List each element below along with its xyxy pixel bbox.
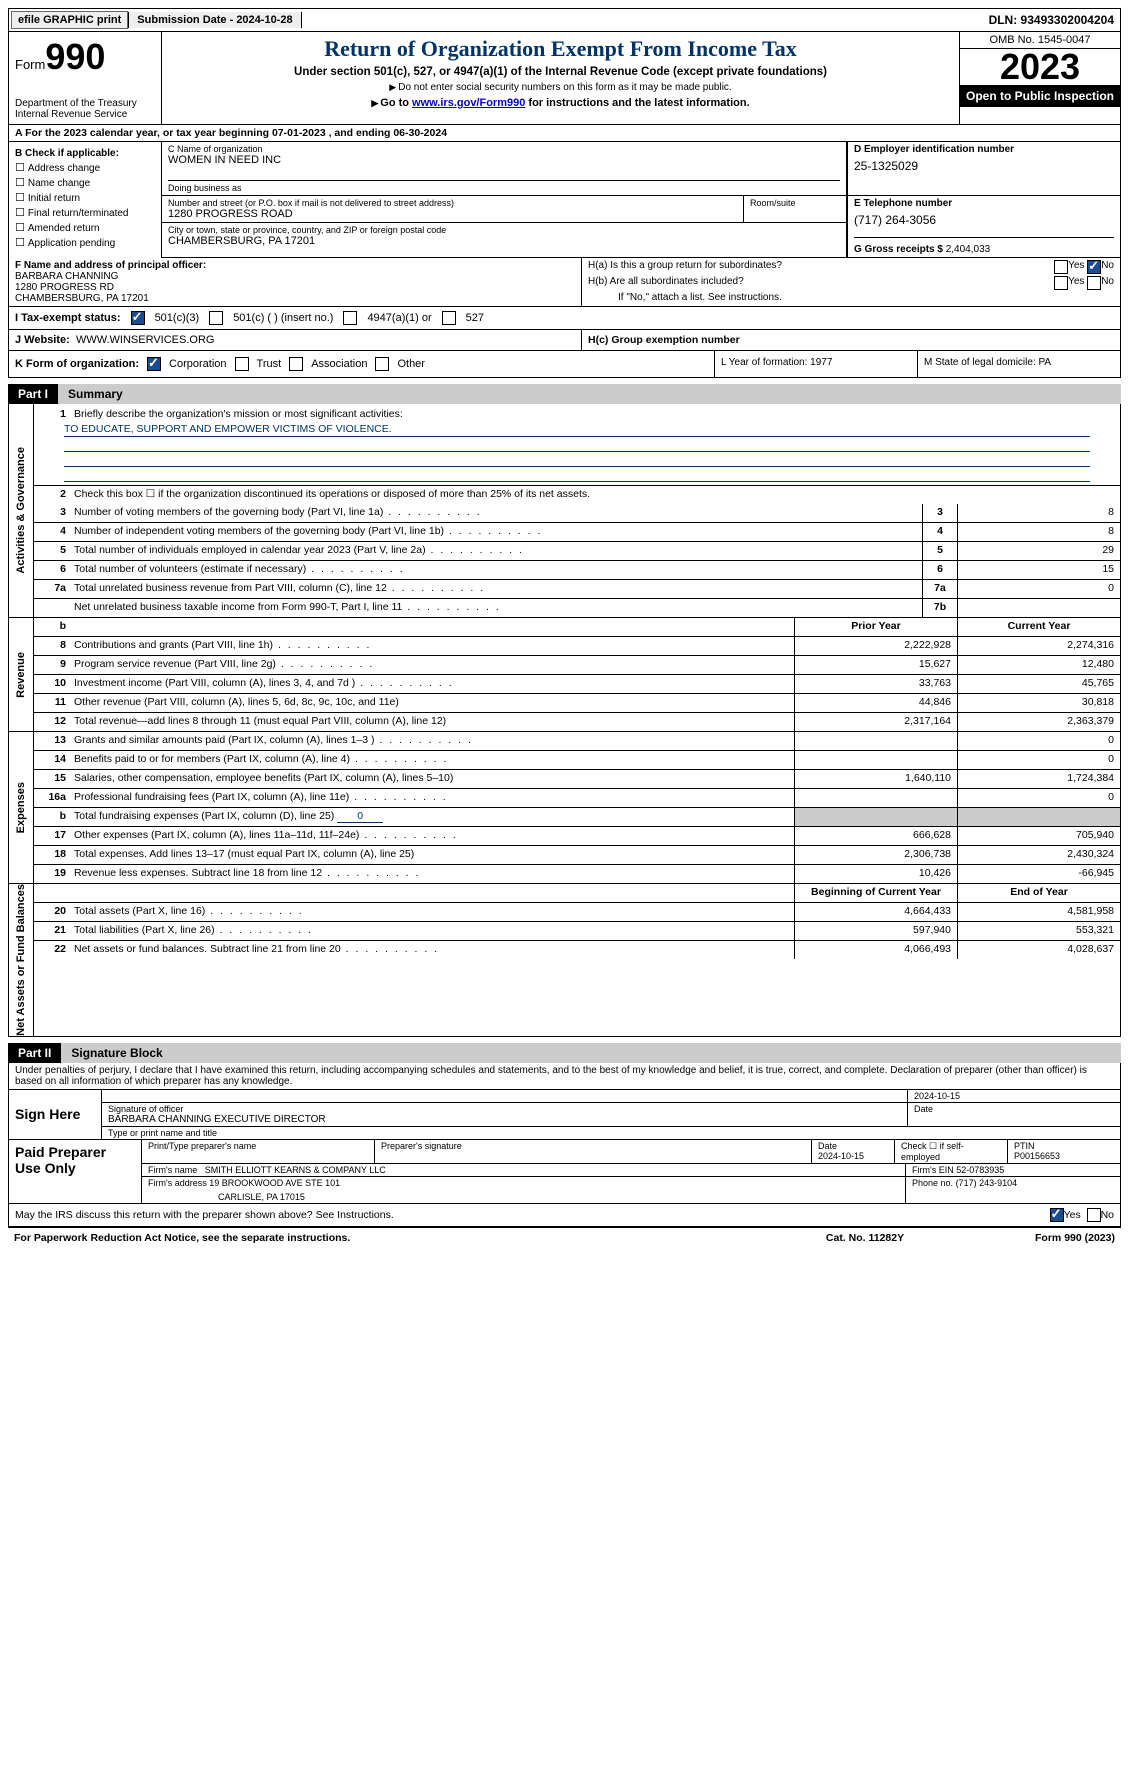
officer-name: BARBARA CHANNING	[15, 271, 575, 282]
submission-date: Submission Date - 2024-10-28	[128, 12, 301, 28]
ha-yes[interactable]	[1054, 260, 1068, 274]
gross-receipts: 2,404,033	[946, 244, 991, 255]
signature-block: Under penalties of perjury, I declare th…	[8, 1063, 1121, 1227]
irs-label: Internal Revenue Service	[15, 109, 155, 120]
city: CHAMBERSBURG, PA 17201	[168, 235, 840, 247]
tax-year: 2023	[960, 49, 1120, 85]
irs-link[interactable]: www.irs.gov/Form990	[412, 97, 525, 109]
form-number: 990	[45, 36, 105, 77]
v5: 29	[957, 542, 1120, 560]
prep-phone: (717) 243-9104	[956, 1178, 1018, 1188]
v7b	[957, 599, 1120, 617]
chk-address[interactable]: Address change	[15, 161, 155, 174]
firm-name: SMITH ELLIOTT KEARNS & COMPANY LLC	[205, 1165, 386, 1175]
hb-no[interactable]	[1087, 276, 1101, 290]
chk-501c3[interactable]	[131, 311, 145, 325]
mission-text: TO EDUCATE, SUPPORT AND EMPOWER VICTIMS …	[64, 423, 1090, 437]
line-a: A For the 2023 calendar year, or tax yea…	[9, 125, 1120, 142]
goto-link-row: Go to www.irs.gov/Form990 for instructio…	[166, 97, 955, 109]
chk-4947[interactable]	[343, 311, 357, 325]
chk-pending[interactable]: Application pending	[15, 236, 155, 249]
ptin: P00156653	[1014, 1151, 1060, 1161]
state-domicile: M State of legal domicile: PA	[917, 351, 1120, 377]
ein: 25-1325029	[854, 159, 1114, 173]
form-subtitle: Under section 501(c), 527, or 4947(a)(1)…	[166, 66, 955, 78]
chk-name[interactable]: Name change	[15, 176, 155, 189]
open-inspection: Open to Public Inspection	[960, 85, 1120, 107]
form-title: Return of Organization Exempt From Incom…	[166, 36, 955, 62]
discuss-yes[interactable]	[1050, 1208, 1064, 1222]
chk-501c[interactable]	[209, 311, 223, 325]
summary-na: Net Assets or Fund Balances Beginning of…	[8, 884, 1121, 1037]
chk-trust[interactable]	[235, 357, 249, 371]
dept-label: Department of the Treasury	[15, 98, 155, 109]
dln-label: DLN: 93493302004204	[989, 13, 1120, 27]
summary-rev: Revenue bPrior YearCurrent Year 8Contrib…	[8, 618, 1121, 732]
part1-header: Part ISummary	[8, 384, 1121, 404]
form-header: Form990 Department of the Treasury Inter…	[8, 32, 1121, 125]
chk-initial[interactable]: Initial return	[15, 191, 155, 204]
top-toolbar: efile GRAPHIC print Submission Date - 20…	[8, 8, 1121, 32]
phone: (717) 264-3056	[854, 213, 1114, 227]
chk-corp[interactable]	[147, 357, 161, 371]
chk-other[interactable]	[375, 357, 389, 371]
v3: 8	[957, 504, 1120, 522]
year-formation: L Year of formation: 1977	[714, 351, 917, 377]
ha-no[interactable]	[1087, 260, 1101, 274]
officer-sig: BARBARA CHANNING EXECUTIVE DIRECTOR	[108, 1114, 901, 1125]
ssn-note: Do not enter social security numbers on …	[166, 82, 955, 93]
v6: 15	[957, 561, 1120, 579]
page-footer: For Paperwork Reduction Act Notice, see …	[8, 1227, 1121, 1248]
chk-final[interactable]: Final return/terminated	[15, 206, 155, 219]
v4: 8	[957, 523, 1120, 541]
efile-button[interactable]: efile GRAPHIC print	[11, 11, 128, 29]
v7a: 0	[957, 580, 1120, 598]
chk-527[interactable]	[442, 311, 456, 325]
part2-header: Part IISignature Block	[8, 1043, 1121, 1063]
hb-yes[interactable]	[1054, 276, 1068, 290]
summary-exp: Expenses 13Grants and similar amounts pa…	[8, 732, 1121, 884]
entity-section: A For the 2023 calendar year, or tax yea…	[8, 125, 1121, 378]
summary-ag: Activities & Governance 1Briefly describ…	[8, 404, 1121, 618]
chk-assoc[interactable]	[289, 357, 303, 371]
chk-amended[interactable]: Amended return	[15, 221, 155, 234]
box-b: B Check if applicable: Address change Na…	[9, 142, 162, 258]
discuss-no[interactable]	[1087, 1208, 1101, 1222]
form-label: Form	[15, 57, 45, 72]
firm-ein: 52-0783935	[956, 1165, 1004, 1175]
website: WWW.WINSERVICES.ORG	[76, 334, 215, 346]
street: 1280 PROGRESS ROAD	[168, 208, 737, 220]
org-name: WOMEN IN NEED INC	[168, 154, 840, 166]
